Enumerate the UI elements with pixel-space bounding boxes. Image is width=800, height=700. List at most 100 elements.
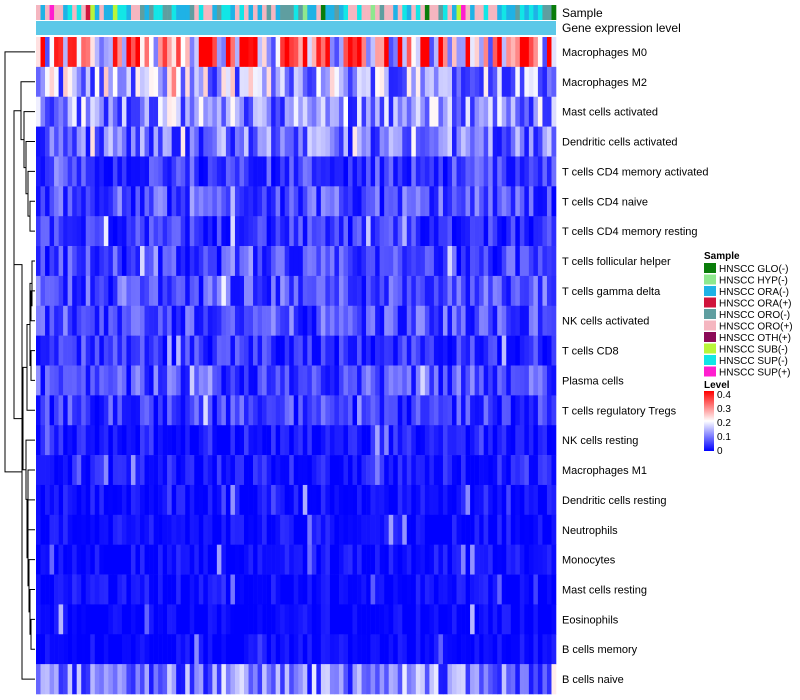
heatmap-cell xyxy=(528,186,534,217)
heatmap-cell xyxy=(348,514,353,545)
heatmap-cell xyxy=(519,37,525,68)
heatmap-cell xyxy=(239,395,245,426)
heatmap-cell xyxy=(103,574,109,605)
heatmap-cell xyxy=(54,365,59,396)
heatmap-cell xyxy=(501,37,507,68)
heatmap-cell xyxy=(537,395,543,426)
heatmap-cell xyxy=(203,335,209,366)
heatmap-cell xyxy=(171,66,177,98)
heatmap-cell xyxy=(135,66,141,98)
heatmap-cell xyxy=(551,37,557,68)
heatmap-cell xyxy=(99,66,105,98)
heatmap-cell xyxy=(307,604,313,635)
heatmap-cell xyxy=(221,634,227,665)
heatmap-cell xyxy=(94,126,100,157)
heatmap-cell xyxy=(212,216,218,247)
heatmap-cell xyxy=(253,275,258,307)
heatmap-cell xyxy=(266,66,272,98)
heatmap-cell xyxy=(388,216,394,247)
heatmap-cell xyxy=(542,156,548,187)
heatmap-cell xyxy=(465,574,471,605)
heatmap-cell xyxy=(262,66,267,98)
heatmap-cell xyxy=(230,305,236,336)
heatmap-cell xyxy=(289,574,295,605)
heatmap-cell xyxy=(230,335,236,366)
heatmap-cell xyxy=(533,664,539,695)
heatmap-cell xyxy=(149,305,154,336)
heatmap-cell xyxy=(447,514,453,545)
heatmap-cell xyxy=(366,246,371,277)
heatmap-cell xyxy=(551,484,557,516)
heatmap-cell xyxy=(397,395,403,426)
heatmap-cell xyxy=(542,37,548,68)
heatmap-cell xyxy=(438,425,444,456)
heatmap-cell xyxy=(420,664,426,695)
heatmap-cell xyxy=(54,455,59,486)
heatmap-cell xyxy=(203,305,209,336)
heatmap-cell xyxy=(515,664,521,695)
heatmap-cell xyxy=(488,664,493,695)
heatmap-cell xyxy=(149,216,154,247)
heatmap-cell xyxy=(280,96,285,127)
heatmap-cell xyxy=(501,96,507,127)
heatmap-cell xyxy=(429,484,435,516)
heatmap-cell xyxy=(130,126,136,157)
heatmap-cell xyxy=(121,395,127,426)
heatmap-cell xyxy=(293,365,299,396)
heatmap-cell xyxy=(207,574,213,605)
heatmap-cell xyxy=(524,305,530,336)
heatmap-cell xyxy=(158,484,163,516)
heatmap-cell xyxy=(325,126,331,157)
heatmap-cell xyxy=(108,305,114,336)
sample-annotation-cell xyxy=(447,5,453,20)
heatmap-cell xyxy=(334,425,340,456)
heatmap-cell xyxy=(420,275,426,307)
heatmap-cell xyxy=(108,395,114,426)
heatmap-cell xyxy=(433,365,439,396)
heatmap-cell xyxy=(257,514,263,545)
heatmap-cell xyxy=(470,484,475,516)
heatmap-cell xyxy=(158,126,163,157)
heatmap-cell xyxy=(334,246,340,277)
heatmap-cell xyxy=(537,544,543,575)
heatmap-cell xyxy=(203,604,209,635)
heatmap-cell xyxy=(424,66,430,98)
heatmap-cell xyxy=(470,455,475,486)
heatmap-cell xyxy=(479,574,484,605)
heatmap-cell xyxy=(519,544,525,575)
heatmap-cell xyxy=(533,365,539,396)
heatmap-cell xyxy=(537,335,543,366)
heatmap-cell xyxy=(58,634,64,665)
heatmap-cell xyxy=(40,395,46,426)
heatmap-cell xyxy=(253,574,258,605)
sample-annotation-cell xyxy=(492,5,498,20)
heatmap-cell xyxy=(103,634,109,665)
heatmap-cell xyxy=(488,544,493,575)
heatmap-cell xyxy=(506,275,512,307)
heatmap-cell xyxy=(230,604,236,635)
heatmap-cell xyxy=(537,126,543,157)
heatmap-cell xyxy=(375,604,380,635)
heatmap-cell xyxy=(257,96,263,127)
heatmap-cell xyxy=(411,514,417,545)
heatmap-cell xyxy=(185,395,191,426)
heatmap-cell xyxy=(293,246,299,277)
heatmap-cell xyxy=(551,305,557,336)
heatmap-cell xyxy=(415,395,421,426)
heatmap-cell xyxy=(420,37,426,68)
heatmap-cell xyxy=(36,37,41,68)
heatmap-cell xyxy=(284,484,290,516)
heatmap-cell xyxy=(58,455,64,486)
heatmap-cell xyxy=(112,305,118,336)
heatmap-cell xyxy=(433,216,439,247)
heatmap-cell xyxy=(85,634,91,665)
heatmap-cell xyxy=(452,66,457,98)
heatmap-cell xyxy=(402,455,408,486)
heatmap-cell xyxy=(433,514,439,545)
heatmap-cell xyxy=(130,305,136,336)
heatmap-cell xyxy=(289,604,295,635)
heatmap-cell xyxy=(420,335,426,366)
heatmap-cell xyxy=(343,395,349,426)
heatmap-cell xyxy=(329,156,335,187)
heatmap-cell xyxy=(234,395,240,426)
